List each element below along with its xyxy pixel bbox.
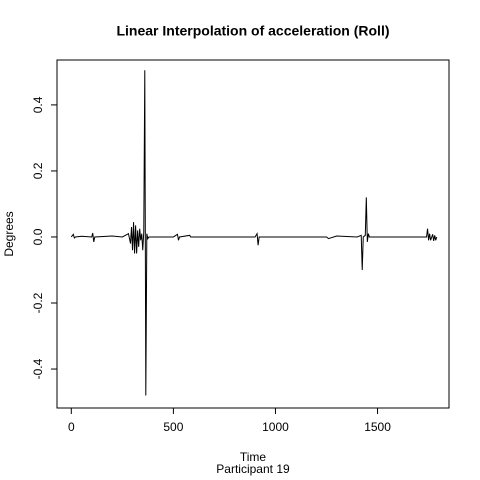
y-tick-label: 0.2 — [31, 162, 45, 179]
y-tick-label: 0.4 — [31, 96, 45, 113]
x-tick-label: 500 — [163, 420, 183, 434]
x-tick-label: 1500 — [364, 420, 391, 434]
chart-title: Linear Interpolation of acceleration (Ro… — [116, 23, 389, 39]
x-tick-label: 0 — [68, 420, 75, 434]
subtitle: Participant 19 — [216, 462, 290, 476]
plot-box — [56, 59, 450, 409]
y-tick-label: -0.4 — [31, 358, 45, 379]
y-tick-label: -0.2 — [31, 292, 45, 313]
y-tick-label: 0.0 — [31, 228, 45, 245]
line-series — [70, 70, 438, 396]
y-axis-label: Degrees — [2, 211, 16, 256]
x-tick-label: 1000 — [262, 420, 289, 434]
x-axis-label: Time — [240, 450, 267, 464]
